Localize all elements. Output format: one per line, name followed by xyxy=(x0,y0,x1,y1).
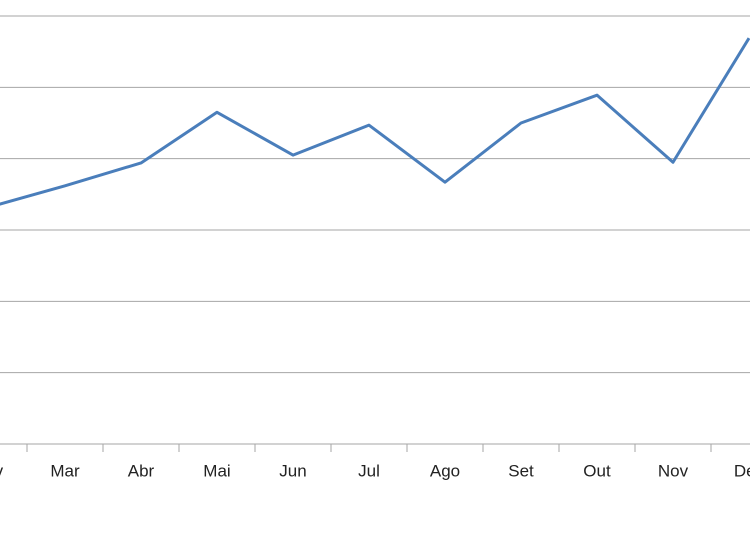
data-line xyxy=(0,37,750,206)
x-tick-label: Fev xyxy=(0,461,4,480)
x-tick-label: Abr xyxy=(128,461,155,480)
x-tick-label: Dez xyxy=(734,461,750,480)
x-tick-label: Mar xyxy=(50,461,80,480)
x-tick-label: Ago xyxy=(430,461,460,480)
x-tick-label: Mai xyxy=(203,461,230,480)
x-tick-label: Nov xyxy=(658,461,689,480)
x-tick-label: Jul xyxy=(358,461,380,480)
x-tick-label: Set xyxy=(508,461,534,480)
x-tick-label: Jun xyxy=(279,461,306,480)
x-tick-label: Out xyxy=(583,461,611,480)
